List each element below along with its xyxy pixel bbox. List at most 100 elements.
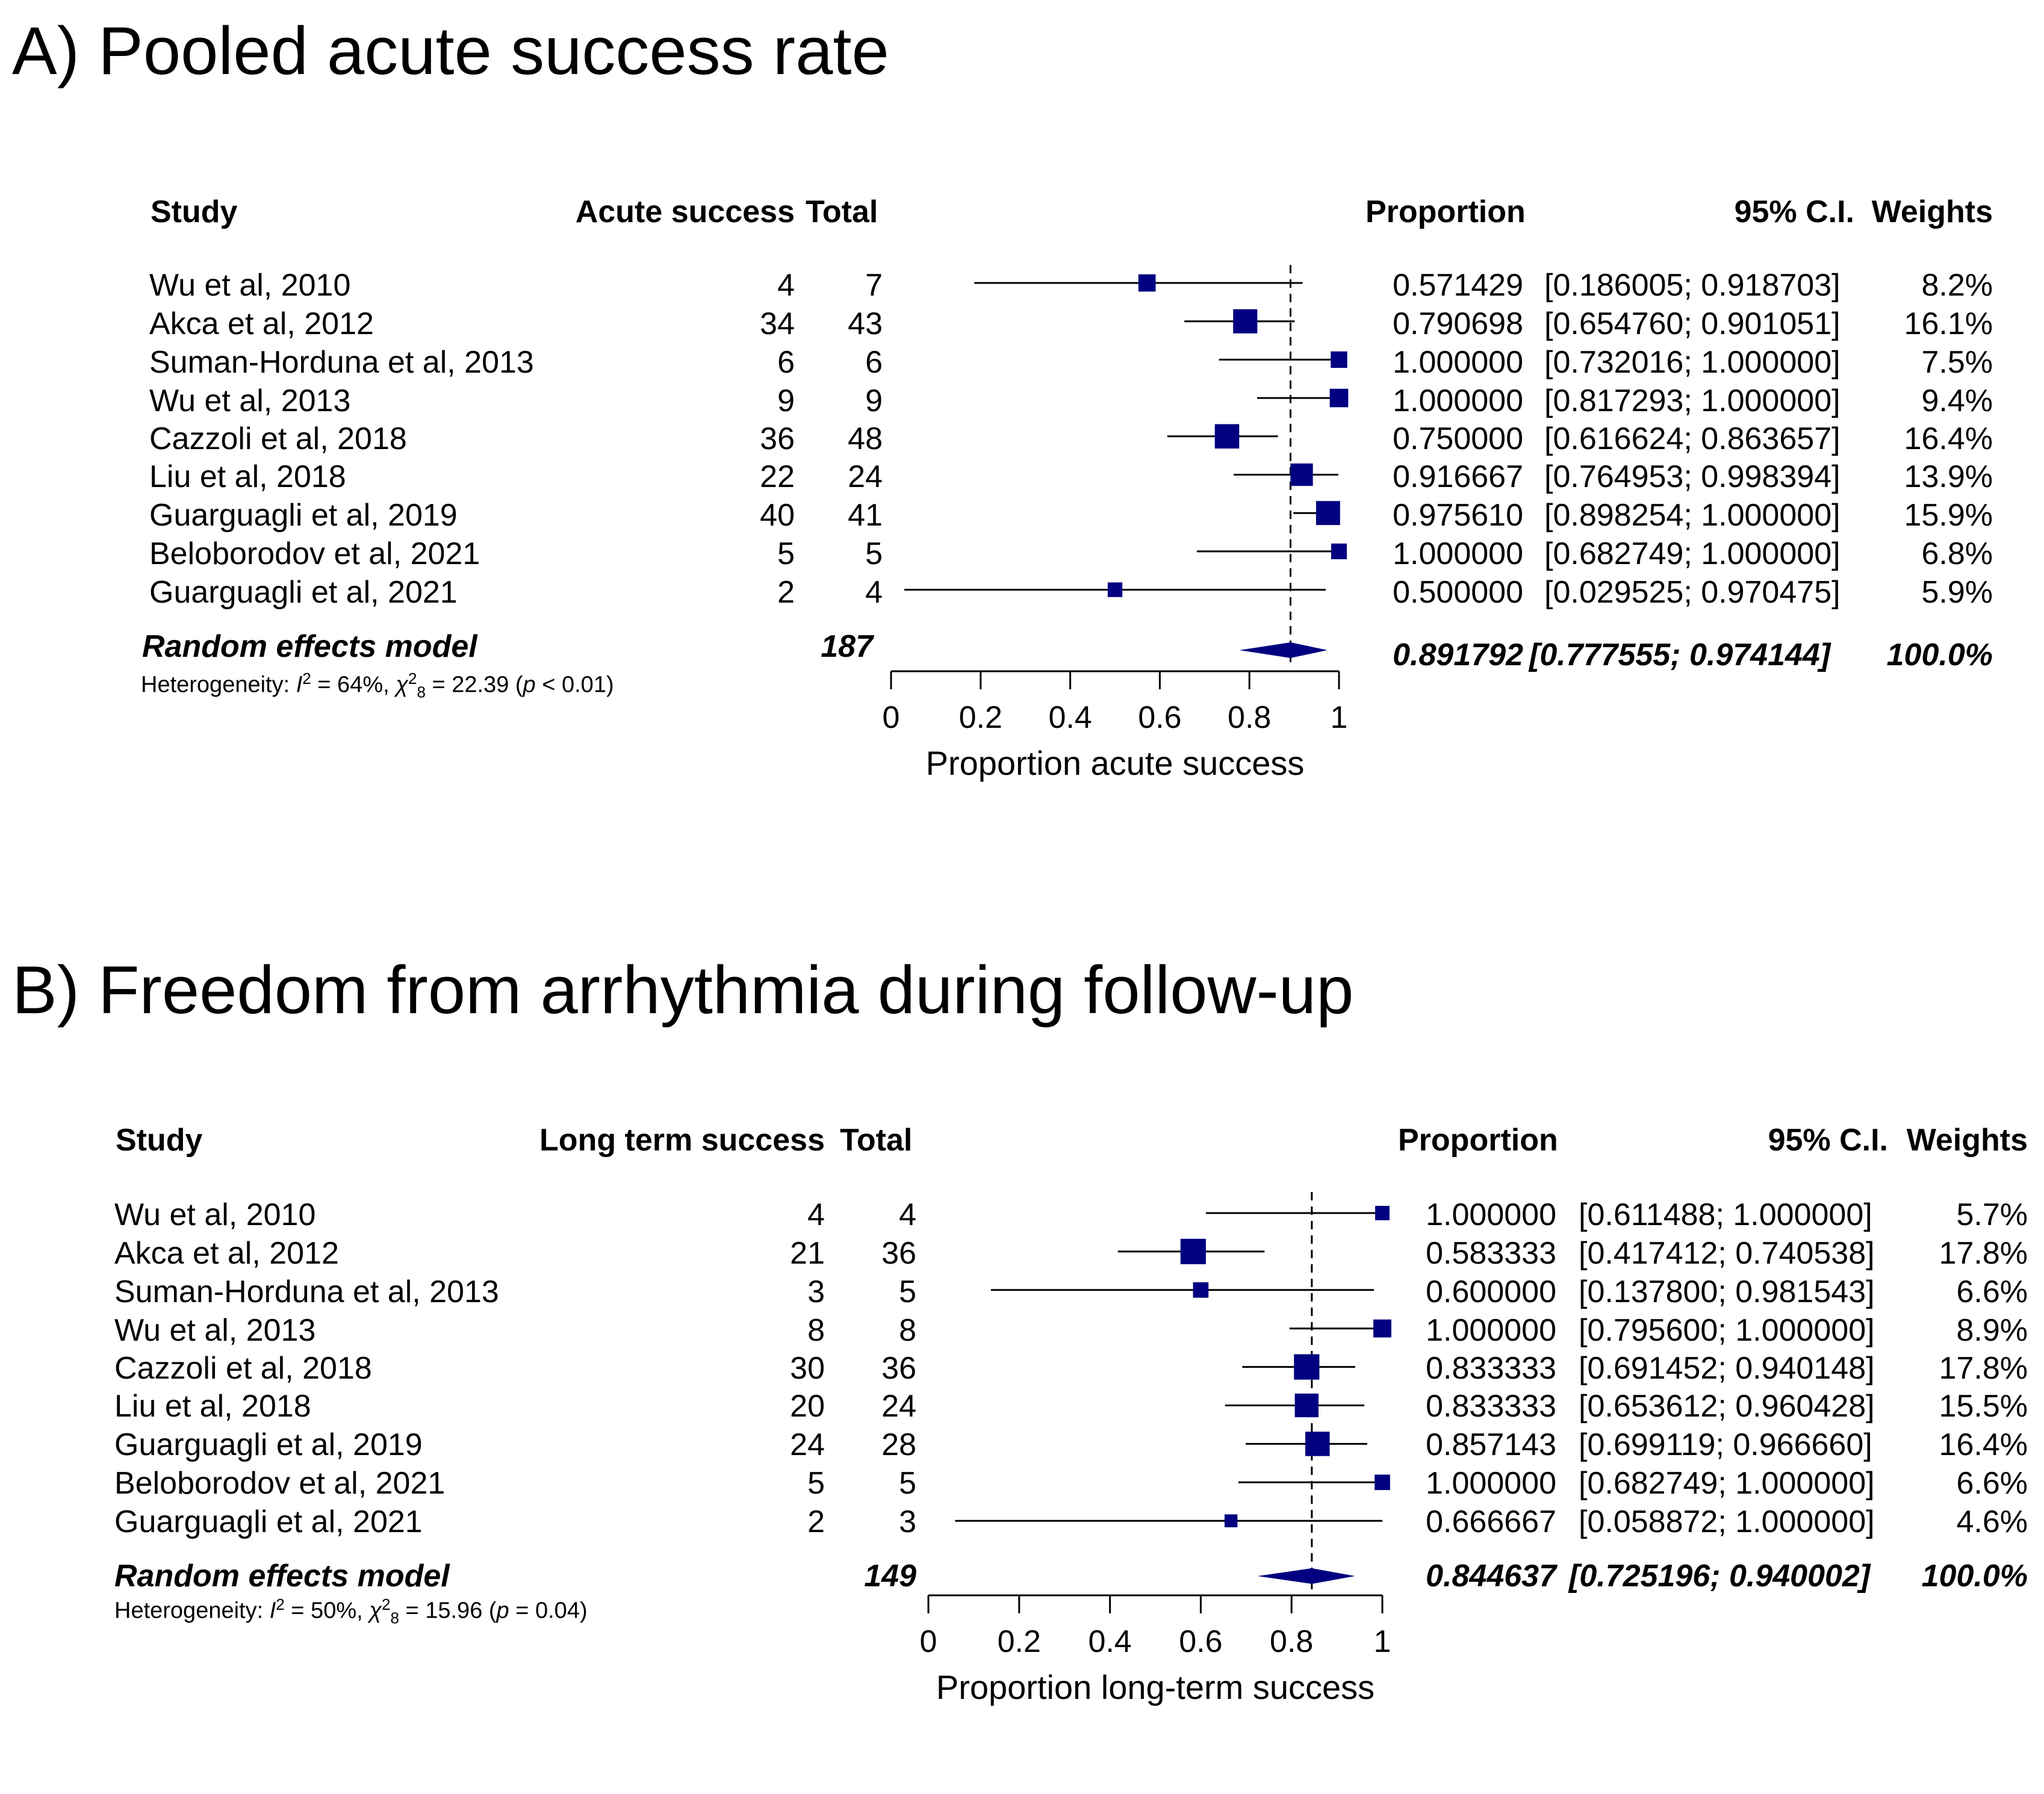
proportion-value: 0.975610 [1393, 498, 1523, 533]
forest-plot: 0 0.2 0.4 0.6 0.8 1 Proportion acute success [883, 265, 1349, 782]
forest-plot: 0 0.2 0.4 0.6 0.8 1 Proportion long-term succe… [920, 1192, 1391, 1706]
header-study: Study [116, 1123, 203, 1158]
ci-value: [0.795600; 1.000000] [1579, 1313, 1875, 1348]
study-estimate-marker [1375, 1206, 1390, 1220]
study-estimate-marker [1316, 501, 1340, 526]
study-estimate-marker [1294, 1393, 1319, 1418]
proportion-value: 0.500000 [1393, 575, 1523, 610]
x-tick-label: 0 [883, 700, 900, 735]
study-estimate-marker [1138, 274, 1156, 292]
events-value: 8 [807, 1313, 825, 1348]
pooled-total: 187 [821, 629, 873, 664]
study-label: Wu et al, 2013 [114, 1313, 316, 1348]
total-value: 5 [865, 536, 883, 571]
study-estimate-marker [1224, 1514, 1238, 1527]
study-label: Cazzoli et al, 2018 [149, 421, 407, 456]
events-value: 2 [777, 575, 795, 610]
pooled-weight: 100.0% [1921, 1559, 2028, 1594]
panel-long-term-success: B) Freedom from arrhythmia during follow… [0, 939, 2044, 1794]
total-value: 4 [899, 1197, 916, 1232]
total-value: 24 [848, 459, 883, 494]
events-value: 40 [760, 498, 795, 533]
total-value: 3 [899, 1504, 916, 1539]
events-value: 6 [777, 345, 795, 380]
total-value: 4 [865, 575, 883, 610]
weight-value: 6.6% [1956, 1274, 2028, 1309]
ci-value: [0.653612; 0.960428] [1579, 1389, 1875, 1424]
proportion-value: 0.857143 [1426, 1427, 1556, 1462]
header-study: Study [151, 194, 238, 229]
events-value: 4 [777, 268, 795, 303]
study-estimate-marker [1375, 1474, 1390, 1491]
x-tick-label: 0.4 [1088, 1624, 1131, 1659]
weight-value: 7.5% [1921, 345, 1993, 380]
total-value: 7 [865, 268, 883, 303]
weight-value: 17.8% [1939, 1236, 2028, 1271]
pooled-label: Random effects model [142, 629, 477, 664]
events-value: 21 [790, 1236, 825, 1271]
events-value: 9 [777, 383, 795, 418]
study-estimate-marker [1294, 1354, 1320, 1380]
total-value: 28 [881, 1427, 916, 1462]
weight-value: 15.9% [1904, 498, 1993, 533]
x-tick-label: 0.2 [959, 700, 1002, 735]
weight-value: 16.1% [1904, 306, 1993, 341]
ci-value: [0.029525; 0.970475] [1544, 575, 1841, 610]
study-label: Beloborodov et al, 2021 [114, 1466, 446, 1501]
total-value: 36 [881, 1236, 916, 1271]
weight-value: 4.6% [1956, 1504, 2028, 1539]
pooled-ci: [0.725196; 0.940002] [1569, 1559, 1871, 1594]
ci-value: [0.137800; 0.981543] [1579, 1274, 1875, 1309]
header-events: Acute success [575, 194, 795, 229]
header-ci: 95% C.I. [1734, 194, 1854, 229]
events-value: 20 [790, 1389, 825, 1424]
events-value: 3 [807, 1274, 825, 1309]
weight-value: 6.6% [1956, 1466, 2028, 1501]
x-axis-label: Proportion long-term success [936, 1668, 1375, 1706]
proportion-value: 1.000000 [1426, 1197, 1556, 1232]
ci-value: [0.898254; 1.000000] [1544, 498, 1841, 533]
events-value: 24 [790, 1427, 825, 1462]
proportion-value: 0.666667 [1426, 1504, 1556, 1539]
study-label: Wu et al, 2010 [149, 268, 351, 303]
ci-value: [0.682749; 1.000000] [1579, 1466, 1875, 1501]
study-label: Liu et al, 2018 [149, 459, 346, 494]
ci-value: [0.654760; 0.901051] [1544, 306, 1841, 341]
proportion-value: 0.583333 [1426, 1236, 1556, 1271]
study-estimate-marker [1290, 463, 1313, 486]
header-proportion: Proportion [1398, 1123, 1558, 1158]
ci-value: [0.817293; 1.000000] [1544, 383, 1841, 418]
study-estimate-marker [1180, 1238, 1206, 1264]
weight-value: 16.4% [1904, 421, 1993, 456]
ci-value: [0.764953; 0.998394] [1544, 459, 1841, 494]
study-estimate-marker [1331, 543, 1347, 559]
study-label: Akca et al, 2012 [114, 1236, 339, 1271]
ci-value: [0.699119; 0.966660] [1579, 1427, 1872, 1462]
proportion-value: 0.833333 [1426, 1351, 1556, 1386]
ci-value: [0.691452; 0.940148] [1579, 1351, 1875, 1386]
panel-title: A) Pooled acute success rate [12, 13, 889, 88]
proportion-value: 0.600000 [1426, 1274, 1556, 1309]
x-tick-label: 0.8 [1270, 1624, 1313, 1659]
pooled-proportion: 0.844637 [1426, 1559, 1556, 1594]
x-tick-label: 0.6 [1179, 1624, 1222, 1659]
proportion-value: 0.571429 [1393, 268, 1523, 303]
events-value: 2 [807, 1504, 825, 1539]
weight-value: 6.8% [1921, 536, 1993, 571]
header-total: Total [840, 1123, 913, 1158]
study-estimate-marker [1373, 1319, 1391, 1338]
weight-value: 13.9% [1904, 459, 1993, 494]
weight-value: 5.7% [1956, 1197, 2028, 1232]
ci-value: [0.058872; 1.000000] [1579, 1504, 1875, 1539]
x-tick-label: 1 [1331, 700, 1348, 735]
heterogeneity-text: Heterogeneity: I2 = 64%, χ28 = 22.39 (p … [141, 669, 614, 701]
panel-acute-success: A) Pooled acute success rate Study Acute… [0, 0, 2044, 855]
pooled-weight: 100.0% [1886, 638, 1993, 672]
proportion-value: 1.000000 [1393, 345, 1523, 380]
weight-value: 9.4% [1921, 383, 1993, 418]
total-value: 6 [865, 345, 883, 380]
proportion-value: 1.000000 [1393, 383, 1523, 418]
study-estimate-marker [1331, 351, 1347, 368]
x-tick-label: 0.2 [998, 1624, 1041, 1659]
header-weights: Weights [1906, 1123, 2028, 1158]
